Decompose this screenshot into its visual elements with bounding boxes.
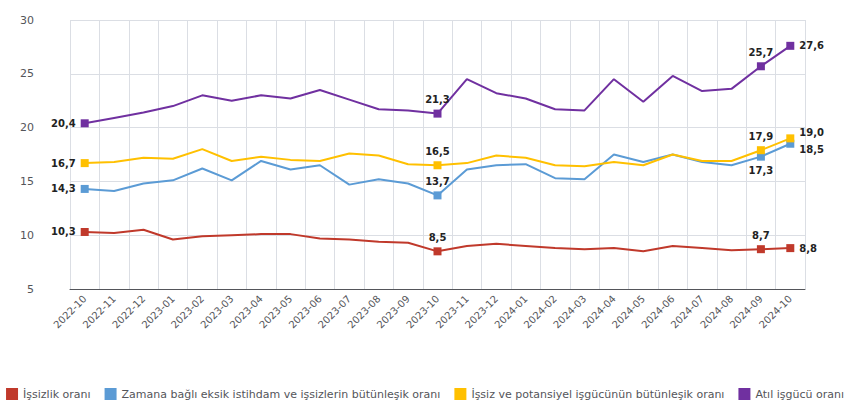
svg-text:2024-07: 2024-07 [668, 293, 706, 331]
svg-text:2022-10: 2022-10 [51, 293, 89, 331]
svg-text:10: 10 [20, 229, 34, 242]
svg-text:16,5: 16,5 [425, 146, 450, 157]
svg-text:21,3: 21,3 [425, 94, 450, 105]
svg-text:Atıl işgücü oranı: Atıl işgücü oranı [755, 388, 844, 401]
svg-text:17,3: 17,3 [749, 165, 774, 176]
svg-text:2023-04: 2023-04 [227, 293, 265, 331]
svg-text:8,7: 8,7 [752, 230, 770, 241]
svg-text:8,8: 8,8 [799, 243, 817, 254]
svg-text:İşsiz ve potansiyel işgücünün: İşsiz ve potansiyel işgücünün bütünleşik… [471, 388, 724, 401]
svg-text:2023-09: 2023-09 [374, 293, 412, 331]
svg-text:15: 15 [20, 175, 34, 188]
svg-text:2023-12: 2023-12 [462, 293, 501, 331]
svg-text:2023-03: 2023-03 [198, 293, 236, 331]
svg-text:2024-08: 2024-08 [698, 293, 736, 331]
svg-text:2024-03: 2024-03 [551, 293, 589, 331]
svg-text:5: 5 [27, 283, 34, 296]
svg-text:2024-01: 2024-01 [492, 293, 530, 331]
svg-text:16,7: 16,7 [51, 158, 76, 169]
svg-text:27,6: 27,6 [799, 40, 824, 51]
svg-text:2022-11: 2022-11 [80, 293, 118, 331]
svg-text:2023-11: 2023-11 [433, 293, 471, 331]
svg-text:17,9: 17,9 [749, 131, 774, 142]
svg-text:20,4: 20,4 [51, 118, 76, 129]
svg-text:2024-06: 2024-06 [639, 293, 677, 331]
svg-text:İşsizlik oranı: İşsizlik oranı [23, 388, 91, 401]
svg-text:2024-02: 2024-02 [521, 293, 559, 331]
svg-text:13,7: 13,7 [425, 176, 450, 187]
svg-text:2023-10: 2023-10 [404, 293, 442, 331]
svg-text:2023-02: 2023-02 [168, 293, 207, 331]
svg-text:19,0: 19,0 [799, 127, 824, 138]
svg-text:14,3: 14,3 [51, 183, 76, 194]
svg-text:Zamana bağlı eksik istihdam ve: Zamana bağlı eksik istihdam ve işsizleri… [122, 388, 441, 401]
svg-text:2023-07: 2023-07 [315, 293, 354, 331]
svg-text:2024-10: 2024-10 [757, 293, 794, 330]
svg-text:2024-04: 2024-04 [580, 293, 618, 331]
svg-text:8,5: 8,5 [429, 232, 447, 243]
svg-text:2024-09: 2024-09 [727, 293, 765, 331]
svg-text:2023-05: 2023-05 [257, 293, 295, 331]
svg-text:25,7: 25,7 [749, 47, 774, 58]
svg-text:2024-05: 2024-05 [609, 293, 648, 331]
svg-text:2022-12: 2022-12 [110, 293, 148, 331]
svg-text:25: 25 [20, 67, 34, 80]
svg-text:10,3: 10,3 [51, 226, 76, 237]
svg-text:30: 30 [20, 14, 34, 27]
svg-text:2023-08: 2023-08 [345, 293, 383, 331]
svg-text:20: 20 [20, 121, 34, 134]
svg-text:2023-01: 2023-01 [139, 293, 177, 331]
svg-text:2023-06: 2023-06 [286, 293, 324, 331]
svg-text:18,5: 18,5 [799, 144, 824, 155]
